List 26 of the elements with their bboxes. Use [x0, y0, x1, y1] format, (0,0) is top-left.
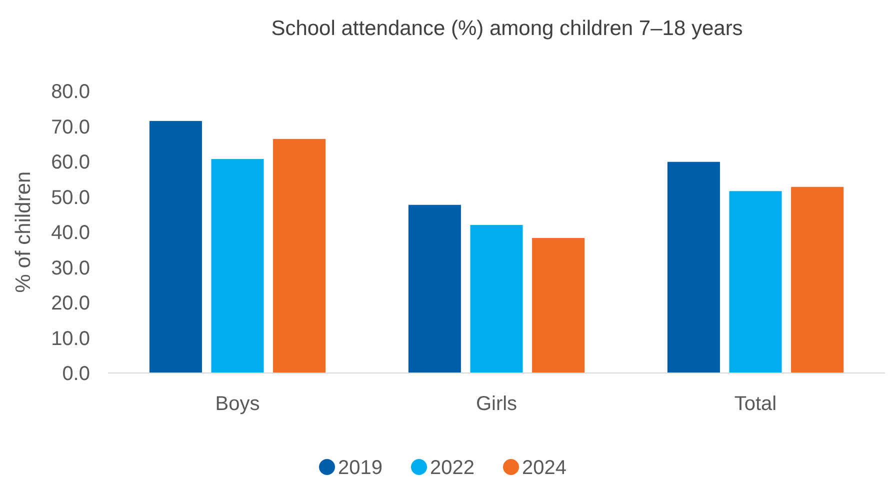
bar — [211, 159, 264, 373]
bar — [791, 186, 844, 373]
bar — [667, 162, 720, 373]
y-tick-label: 0.0 — [62, 363, 90, 385]
legend-label: 2019 — [338, 457, 382, 477]
bar — [470, 224, 523, 373]
y-axis-title: % of children — [12, 171, 35, 293]
bar — [149, 120, 202, 373]
legend-label: 2022 — [430, 457, 474, 477]
legend-label: 2024 — [522, 457, 566, 477]
x-tick-label: Girls — [476, 393, 518, 415]
y-tick-label: 50.0 — [51, 186, 90, 209]
chart-title: School attendance (%) among children 7–18 years — [271, 17, 743, 40]
x-tick-label: Boys — [215, 393, 260, 415]
y-tick-label: 30.0 — [51, 257, 90, 280]
y-tick-label: 70.0 — [51, 116, 90, 138]
y-tick-label: 20.0 — [51, 292, 90, 314]
y-tick-label: 60.0 — [51, 152, 90, 174]
bar — [729, 191, 782, 373]
y-tick-label: 10.0 — [51, 328, 90, 350]
bar — [408, 204, 461, 373]
y-tick-label: 80.0 — [51, 81, 90, 103]
y-tick-label: 40.0 — [51, 222, 90, 244]
x-tick-label: Total — [734, 393, 777, 415]
bar — [532, 238, 585, 373]
bar — [273, 138, 326, 373]
